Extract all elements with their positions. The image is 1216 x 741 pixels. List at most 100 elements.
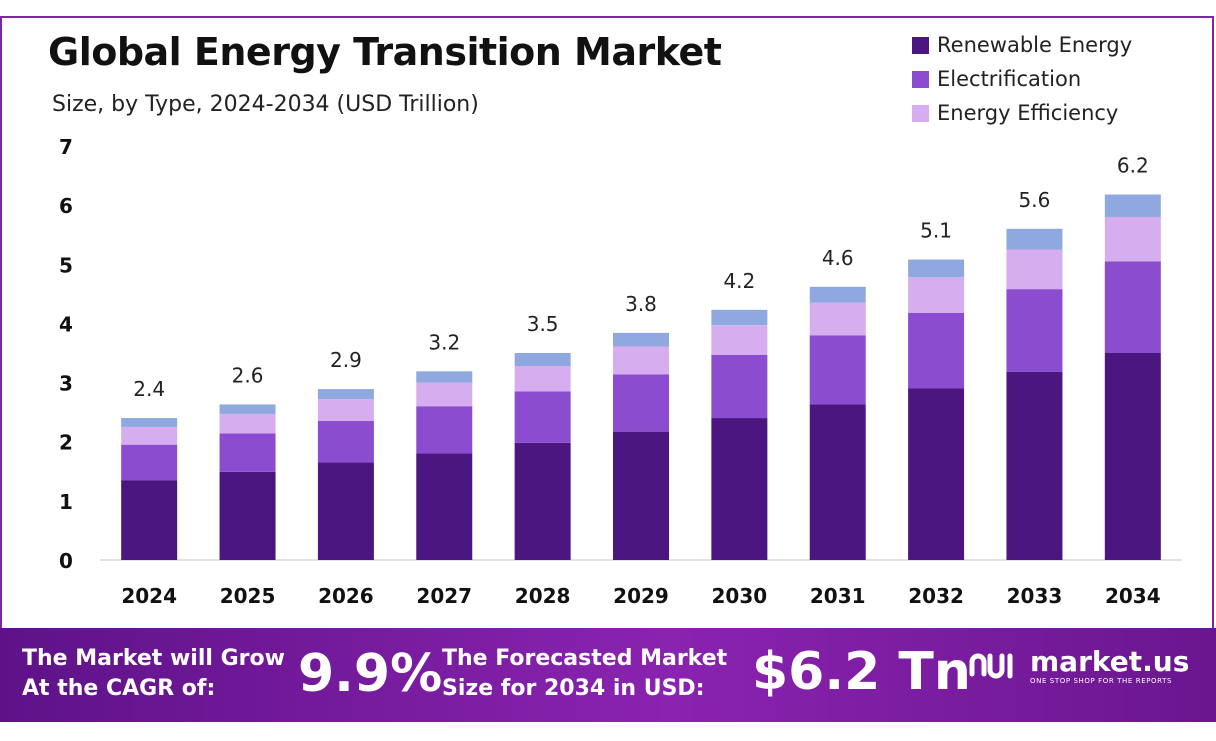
legend-label-renewable-energy: Renewable Energy: [937, 33, 1133, 57]
market-us-logo-icon: [969, 653, 1013, 679]
bar-total-label: 3.5: [527, 312, 559, 336]
bar-total-label: 4.6: [822, 246, 854, 270]
brand-tagline: ONE STOP SHOP FOR THE REPORTS: [1030, 677, 1173, 685]
cagr-value: 9.9%: [298, 644, 443, 704]
cagr-caption-line1: The Market will Grow: [22, 646, 285, 671]
brand-logo: market.us ONE STOP SHOP FOR THE REPORTS: [968, 646, 1189, 686]
bar-energy-efficiency-2032: [908, 277, 965, 313]
bar-total-label: 5.1: [920, 219, 952, 243]
chart-legend: Renewable Energy Electrification Energy …: [912, 28, 1132, 130]
bar-total-label: 4.2: [723, 269, 755, 293]
bar-electrification-2024: [121, 444, 178, 481]
bar-electrification-2031: [809, 335, 866, 405]
bar-total-label: 6.2: [1117, 153, 1149, 177]
bar-electrification-2034: [1104, 261, 1161, 353]
bar-segment-4-2026: [317, 389, 374, 400]
bar-energy-efficiency-2033: [1006, 249, 1063, 290]
bar-energy-efficiency-2029: [613, 346, 669, 375]
chart-title: Global Energy Transition Market: [48, 30, 722, 74]
x-tick-label: 2024: [121, 584, 177, 608]
bar-segment-4-2030: [711, 309, 768, 326]
bar-electrification-2028: [514, 391, 571, 443]
x-tick-label: 2032: [908, 584, 964, 608]
bar-energy-efficiency-2030: [711, 325, 768, 355]
legend-swatch-energy-efficiency: [912, 104, 929, 122]
bar-renewable-energy-2034: [1104, 353, 1161, 560]
x-tick-label: 2030: [712, 584, 768, 608]
bar-energy-efficiency-2028: [514, 366, 571, 392]
bar-electrification-2027: [416, 406, 473, 454]
y-tick-label: 2: [59, 431, 73, 455]
y-tick-label: 7: [59, 135, 73, 159]
x-tick-label: 2025: [220, 584, 276, 608]
bar-electrification-2026: [317, 421, 374, 463]
bar-renewable-energy-2026: [317, 462, 374, 560]
bar-total-label: 3.2: [428, 330, 460, 354]
bar-electrification-2033: [1006, 289, 1063, 372]
legend-item-energy-efficiency: Energy Efficiency: [912, 96, 1132, 130]
stacked-bar-chart: 0 1 2 3 4 5 6 7 2.4 2024 2.6 2025 2.9 2026 3.2 2027 3.5 2…: [59, 135, 1182, 608]
bar-renewable-energy-2032: [908, 388, 965, 560]
bar-renewable-energy-2028: [514, 442, 571, 560]
bar-energy-efficiency-2027: [416, 382, 473, 407]
summary-banner: The Market will Grow At the CAGR of: 9.9…: [0, 628, 1216, 722]
bar-energy-efficiency-2025: [219, 413, 276, 434]
bar-renewable-energy-2031: [809, 404, 866, 560]
x-tick-label: 2034: [1105, 584, 1161, 608]
cagr-caption-line2: At the CAGR of:: [22, 676, 216, 701]
bar-electrification-2029: [613, 374, 669, 432]
x-tick-label: 2026: [318, 584, 374, 608]
bar-renewable-energy-2030: [711, 418, 768, 560]
bar-total-label: 2.4: [133, 377, 165, 401]
legend-label-energy-efficiency: Energy Efficiency: [937, 101, 1119, 125]
x-tick-label: 2028: [515, 584, 571, 608]
legend-item-renewable-energy: Renewable Energy: [912, 28, 1132, 62]
x-tick-label: 2027: [416, 584, 472, 608]
y-tick-label: 0: [59, 549, 73, 573]
bar-total-label: 5.6: [1019, 188, 1051, 212]
bar-segment-4-2033: [1006, 228, 1063, 250]
bar-renewable-energy-2025: [219, 471, 276, 560]
legend-label-electrification: Electrification: [937, 67, 1082, 91]
y-tick-label: 1: [59, 490, 73, 514]
legend-swatch-electrification: [912, 70, 929, 88]
bar-energy-efficiency-2026: [317, 399, 374, 422]
bar-segment-4-2034: [1104, 194, 1161, 217]
forecast-caption-line1: The Forecasted Market: [442, 646, 728, 671]
forecast-caption-line2: Size for 2034 in USD:: [442, 676, 705, 701]
bar-segment-4-2025: [219, 404, 276, 414]
forecast-caption: The Forecasted Market Size for 2034 in U…: [442, 644, 727, 704]
bar-renewable-energy-2029: [613, 431, 669, 560]
y-tick-label: 3: [59, 372, 73, 396]
bar-segment-4-2031: [809, 286, 866, 303]
bar-segment-4-2028: [514, 353, 571, 367]
bar-total-label: 2.6: [232, 363, 264, 387]
x-tick-label: 2031: [810, 584, 866, 608]
bar-energy-efficiency-2024: [121, 426, 178, 445]
bar-energy-efficiency-2034: [1104, 216, 1161, 262]
y-tick-label: 5: [59, 253, 73, 277]
bar-energy-efficiency-2031: [809, 302, 866, 336]
bar-segment-4-2032: [908, 259, 965, 278]
x-tick-label: 2033: [1007, 584, 1063, 608]
bar-renewable-energy-2027: [416, 453, 473, 560]
legend-item-electrification: Electrification: [912, 62, 1132, 96]
chart-subtitle: Size, by Type, 2024-2034 (USD Trillion): [52, 92, 479, 117]
bar-segment-4-2029: [613, 332, 669, 347]
y-tick-label: 6: [59, 194, 73, 218]
y-tick-label: 4: [59, 312, 73, 336]
legend-swatch-renewable-energy: [912, 36, 929, 54]
bar-total-label: 3.8: [625, 292, 657, 316]
bar-segment-4-2027: [416, 371, 473, 383]
bar-electrification-2032: [908, 312, 965, 389]
bar-electrification-2030: [711, 354, 768, 419]
bar-segment-4-2024: [121, 418, 178, 427]
brand-name: market.us: [1030, 645, 1190, 678]
cagr-caption: The Market will Grow At the CAGR of:: [22, 644, 285, 704]
bar-electrification-2025: [219, 433, 276, 472]
bar-renewable-energy-2033: [1006, 371, 1063, 560]
bar-renewable-energy-2024: [121, 480, 178, 560]
bar-total-label: 2.9: [330, 348, 362, 372]
x-tick-label: 2029: [613, 584, 669, 608]
forecast-value: $6.2 Tn: [752, 642, 971, 702]
